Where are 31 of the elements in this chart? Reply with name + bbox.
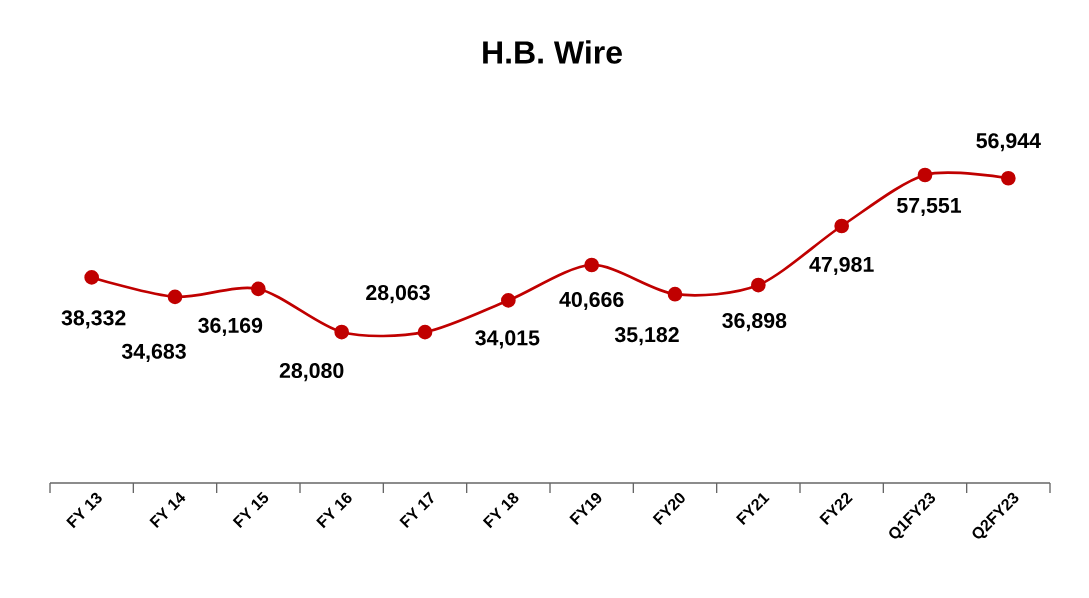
point	[584, 257, 600, 273]
data-label: 28,080	[279, 362, 344, 382]
point	[167, 289, 183, 305]
x-tick-label: FY 14	[149, 492, 186, 529]
chart-title: H.B. Wire	[483, 40, 622, 64]
x-tick-label: FY 17	[399, 491, 434, 529]
data-label: 34,683	[121, 343, 186, 362]
data-label: 40,666	[559, 291, 624, 311]
point	[251, 281, 266, 297]
point	[834, 218, 850, 234]
x-tick-label: FY 18	[482, 492, 519, 529]
point	[334, 324, 350, 340]
data-label: 38,332	[61, 310, 126, 329]
point	[751, 277, 766, 293]
point	[84, 270, 100, 285]
data-label: 28,063	[366, 285, 430, 304]
data-label: 36,169	[198, 317, 263, 337]
data-label: 35,182	[614, 327, 679, 346]
point	[917, 167, 933, 183]
data-label: 57,551	[897, 198, 962, 216]
point	[501, 293, 516, 308]
point	[667, 286, 683, 302]
x-tick-label: FY 15	[232, 491, 269, 529]
x-tick-label: FY 13	[66, 492, 102, 529]
x-tick-label: FY 16	[316, 492, 352, 529]
data-label: 36,898	[722, 312, 787, 332]
data-label: 47,981	[809, 256, 874, 276]
data-label: 34,015	[475, 330, 540, 349]
data-label: 56,944	[976, 133, 1041, 152]
point	[417, 324, 433, 340]
point	[1001, 170, 1016, 186]
